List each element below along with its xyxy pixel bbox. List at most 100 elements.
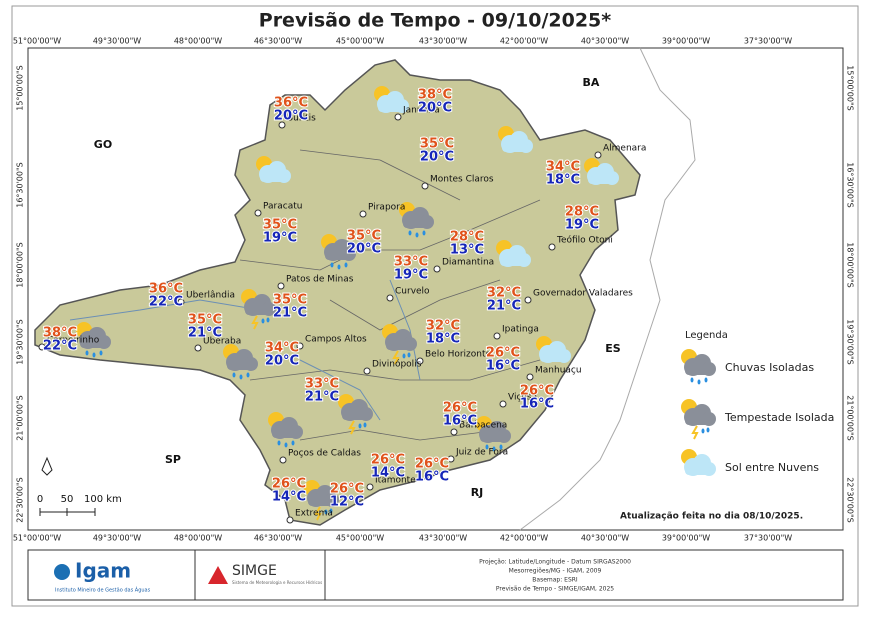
update-note: Atualização feita no dia 08/10/2025.: [620, 512, 803, 522]
lightning: [691, 425, 699, 440]
rain-drop: [363, 422, 367, 428]
city-name: Pirapora: [368, 203, 405, 213]
coord-bottom: 43°30'00"W: [419, 534, 467, 543]
coord-right: 15°00'00"S: [846, 65, 855, 111]
rain-drop: [92, 352, 96, 358]
city-marker: [499, 400, 507, 408]
city-marker: [421, 182, 429, 190]
legend-item: Sol entre Nuvens: [725, 461, 819, 474]
rain-drop: [337, 264, 341, 270]
rain-drop: [329, 508, 333, 514]
cloud: [245, 307, 273, 315]
city-name: Ipatinga: [502, 325, 539, 335]
simge-logo: SIMGE: [232, 563, 277, 579]
weather-icon: [304, 480, 339, 521]
temp-max: 35°C: [188, 313, 222, 328]
city-marker: [277, 282, 285, 290]
rain-drop: [499, 444, 503, 450]
coord-top: 39°00'00"W: [662, 37, 710, 46]
city-name: Paracatu: [263, 202, 302, 212]
city-name: Teófilo Otoni: [556, 235, 613, 246]
rain-drop: [324, 509, 328, 515]
coord-right: 16°30'00"S: [846, 162, 855, 208]
rain-drop: [358, 423, 362, 429]
temp-min: 21°C: [273, 306, 307, 321]
city-marker: [594, 151, 602, 159]
scale-label: 0: [37, 494, 43, 505]
state-label: SP: [165, 453, 181, 466]
coord-top: 42°00'00"W: [500, 37, 548, 46]
temp-max: 34°C: [265, 341, 299, 356]
city-name: Diamantina: [442, 258, 494, 268]
temp-max: 26°C: [443, 401, 477, 416]
igam-subtitle: Instituto Mineiro de Gestão das Águas: [55, 587, 151, 594]
city-name: Divinópolis: [372, 359, 422, 370]
simge-icon: [208, 566, 228, 584]
rain-drop: [85, 350, 89, 356]
temp-min: 21°C: [487, 299, 521, 314]
temp-max: 26°C: [415, 457, 449, 472]
city-marker: [416, 357, 424, 365]
city-name: Uberaba: [203, 337, 241, 347]
state-label: BA: [583, 76, 600, 89]
legend-title: Legenda: [685, 330, 728, 341]
city-name: Belo Horizonte: [425, 350, 492, 360]
temp-max: 35°C: [273, 293, 307, 308]
cloud: [685, 367, 713, 375]
coord-top: 48°00'00"W: [174, 37, 222, 46]
coord-bottom: 40°30'00"W: [581, 534, 629, 543]
temp-min: 22°C: [149, 295, 183, 310]
temp-max: 26°C: [330, 482, 364, 497]
temp-min: 19°C: [565, 218, 599, 233]
temp-max: 38°C: [43, 326, 77, 341]
weather-icon: [536, 336, 571, 363]
rain-drop: [701, 428, 705, 434]
rain-drop: [266, 317, 270, 323]
city-marker: [363, 367, 371, 375]
coord-right: 19°30'00"S: [846, 319, 855, 365]
state-label: GO: [94, 138, 112, 151]
cloud: [685, 417, 713, 425]
temp-max: 33°C: [305, 377, 339, 392]
city-marker: [279, 456, 287, 464]
coord-bottom: 46°30'00"W: [254, 534, 302, 543]
weather-icon: [268, 412, 303, 448]
city-marker: [38, 343, 46, 351]
temp-min: 16°C: [520, 397, 554, 412]
rain-drop: [291, 440, 295, 446]
city-marker: [359, 210, 367, 218]
igam-icon: [54, 564, 70, 580]
coord-left: 19°30'00"S: [16, 319, 25, 365]
city-name: Extrema: [295, 509, 333, 519]
credit-line: Previsão de Tempo - SIMGE/IGAM, 2025: [496, 586, 614, 593]
city-name: Juiz de Fora: [455, 448, 508, 458]
cloud: [480, 434, 508, 442]
legend-item: Tempestade Isolada: [724, 411, 834, 424]
rain-drop: [239, 374, 243, 380]
weather-icon: [241, 289, 276, 330]
city-name: Governador Valadares: [533, 289, 633, 299]
coord-top: 43°30'00"W: [419, 37, 467, 46]
rain-drop: [246, 372, 250, 378]
city-marker: [433, 265, 441, 273]
rivers: [69, 279, 421, 421]
coord-bottom: 51°00'00"W: [13, 534, 61, 543]
coord-bottom: 39°00'00"W: [662, 534, 710, 543]
cloud: [403, 220, 431, 228]
temp-min: 20°C: [347, 242, 381, 257]
city-marker: [394, 113, 402, 121]
coord-right: 21°00'00"S: [846, 395, 855, 441]
temp-min: 14°C: [272, 490, 306, 505]
temp-min: 20°C: [274, 109, 308, 124]
coord-bottom: 42°00'00"W: [500, 534, 548, 543]
north-arrow: [41, 456, 53, 476]
coord-bottom: 48°00'00"W: [174, 534, 222, 543]
cloud: [342, 412, 370, 420]
coord-left: 18°00'00"S: [16, 242, 25, 288]
city-marker: [386, 294, 394, 302]
weather-icon: [76, 322, 111, 358]
coord-left: 22°30'00"S: [16, 477, 25, 523]
city-name: Itamonte: [375, 476, 416, 486]
rain-drop: [485, 444, 489, 450]
rain-drop: [697, 379, 701, 385]
